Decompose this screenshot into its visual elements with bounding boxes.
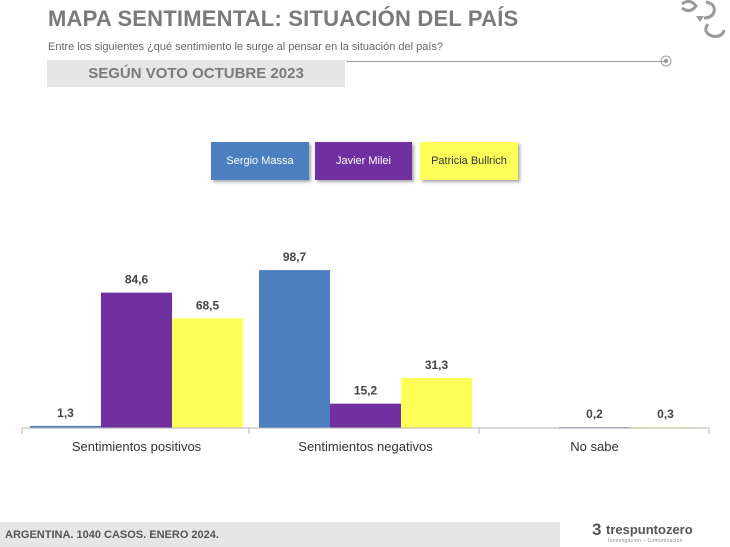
bar bbox=[30, 425, 101, 428]
data-label: 31,3 bbox=[425, 358, 449, 372]
legend-item-bullrich: Patricia Bullrich bbox=[420, 142, 518, 180]
footer-bar: ARGENTINA. 1040 CASOS. ENERO 2024. bbox=[0, 522, 560, 547]
bar bbox=[259, 270, 330, 428]
category-label: No sabe bbox=[570, 439, 618, 454]
title-rule bbox=[346, 61, 664, 62]
section-label: SEGÚN VOTO OCTUBRE 2023 bbox=[88, 65, 304, 82]
bar bbox=[401, 377, 472, 428]
legend-label: Patricia Bullrich bbox=[431, 155, 507, 167]
category-label: Sentimientos positivos bbox=[72, 439, 202, 454]
brand-logo: 3 trespuntozero Investigación – Comunica… bbox=[592, 520, 722, 546]
data-label: 1,3 bbox=[57, 406, 74, 420]
brand-tagline: Investigación – Comunicación bbox=[608, 538, 683, 544]
legend-label: Sergio Massa bbox=[226, 155, 294, 167]
data-label: 15,2 bbox=[354, 384, 378, 398]
data-label: 68,5 bbox=[196, 298, 220, 312]
bar bbox=[172, 318, 243, 428]
legend-item-milei: Javier Milei bbox=[315, 142, 412, 180]
page-title: MAPA SENTIMENTAL: SITUACIÓN DEL PAÍS bbox=[48, 6, 519, 31]
data-label: 98,7 bbox=[283, 250, 307, 264]
legend-label: Javier Milei bbox=[335, 155, 391, 167]
sample-note: ARGENTINA. 1040 CASOS. ENERO 2024. bbox=[5, 529, 219, 541]
brand-mark-icon bbox=[681, 0, 726, 38]
question-subtitle: Entre los siguientes ¿qué sentimiento le… bbox=[48, 41, 444, 53]
data-label: 84,6 bbox=[125, 273, 149, 287]
bar-chart: 1,3 84,6 68,5 Sentimientos positivos 98,7 15,… bbox=[21, 250, 710, 454]
category-label: Sentimientos negativos bbox=[298, 439, 433, 454]
bar bbox=[101, 292, 172, 428]
section-band: SEGÚN VOTO OCTUBRE 2023 bbox=[47, 60, 345, 87]
data-label: 0,2 bbox=[586, 407, 603, 421]
brand-name: trespuntozero bbox=[606, 522, 693, 537]
brand-digit: 3 bbox=[592, 520, 602, 539]
data-label: 0,3 bbox=[657, 407, 674, 421]
rule-end-icon bbox=[660, 55, 672, 67]
legend-item-massa: Sergio Massa bbox=[211, 142, 309, 180]
bar bbox=[330, 403, 401, 428]
